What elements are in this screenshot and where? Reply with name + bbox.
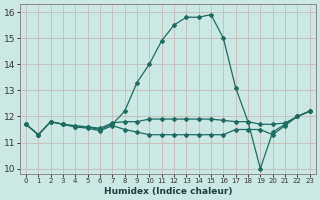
X-axis label: Humidex (Indice chaleur): Humidex (Indice chaleur) — [104, 187, 232, 196]
